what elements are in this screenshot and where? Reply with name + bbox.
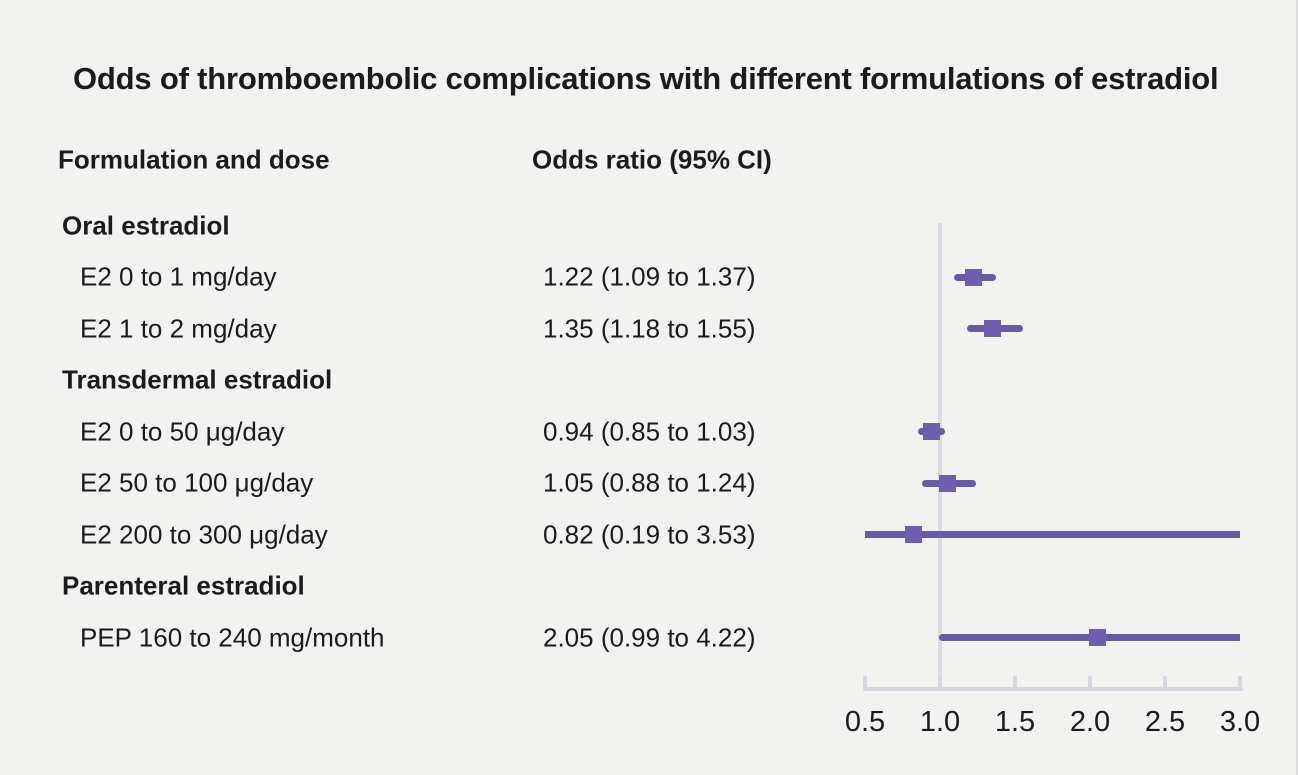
axis-tick-label: 3.0 <box>1219 706 1261 738</box>
column-header-odds-ratio: Odds ratio (95% CI) <box>532 144 772 175</box>
row-label: PEP 160 to 240 mg/month <box>80 622 385 652</box>
x-axis-line <box>863 687 1243 691</box>
axis-tick-label: 1.5 <box>994 706 1036 738</box>
axis-tick <box>863 676 867 691</box>
odds-ratio-value: 2.05 (0.99 to 4.22) <box>543 622 756 652</box>
point-estimate-marker <box>1089 629 1106 646</box>
group-label: Oral estradiol <box>62 210 230 240</box>
odds-ratio-value: 1.05 (0.88 to 1.24) <box>543 467 756 498</box>
point-estimate-marker <box>904 526 922 543</box>
odds-ratio-value: 0.82 (0.19 to 3.53) <box>543 519 756 549</box>
group-label: Parenteral estradiol <box>62 570 305 601</box>
group-label: Transdermal estradiol <box>62 364 333 395</box>
row-label: E2 0 to 50 μg/day <box>80 416 285 446</box>
axis-tick-label: 0.5 <box>844 706 886 738</box>
column-header-formulation: Formulation and dose <box>58 144 330 175</box>
row-label: E2 0 to 1 mg/day <box>80 261 277 292</box>
axis-tick-label: 2.0 <box>1069 706 1111 738</box>
reference-line <box>938 223 942 691</box>
axis-tick <box>1163 676 1167 691</box>
odds-ratio-value: 1.22 (1.09 to 1.37) <box>543 261 756 292</box>
chart-title: Odds of thromboembolic complications wit… <box>73 61 1219 96</box>
point-estimate-marker <box>984 320 1001 337</box>
point-estimate-marker <box>922 423 940 440</box>
point-estimate-marker <box>939 474 956 492</box>
row-label: E2 200 to 300 μg/day <box>80 519 328 549</box>
odds-ratio-value: 0.94 (0.85 to 1.03) <box>543 416 756 446</box>
axis-tick <box>938 676 942 691</box>
row-label: E2 50 to 100 μg/day <box>80 467 314 498</box>
point-estimate-marker <box>964 268 982 286</box>
axis-tick <box>1088 676 1092 691</box>
axis-tick <box>1013 676 1017 691</box>
row-label: E2 1 to 2 mg/day <box>80 313 277 343</box>
odds-ratio-value: 1.35 (1.18 to 1.55) <box>543 313 756 343</box>
axis-tick <box>1238 676 1242 691</box>
axis-tick-label: 2.5 <box>1144 706 1186 738</box>
ci-line <box>865 531 1240 538</box>
axis-tick-label: 1.0 <box>919 706 961 738</box>
